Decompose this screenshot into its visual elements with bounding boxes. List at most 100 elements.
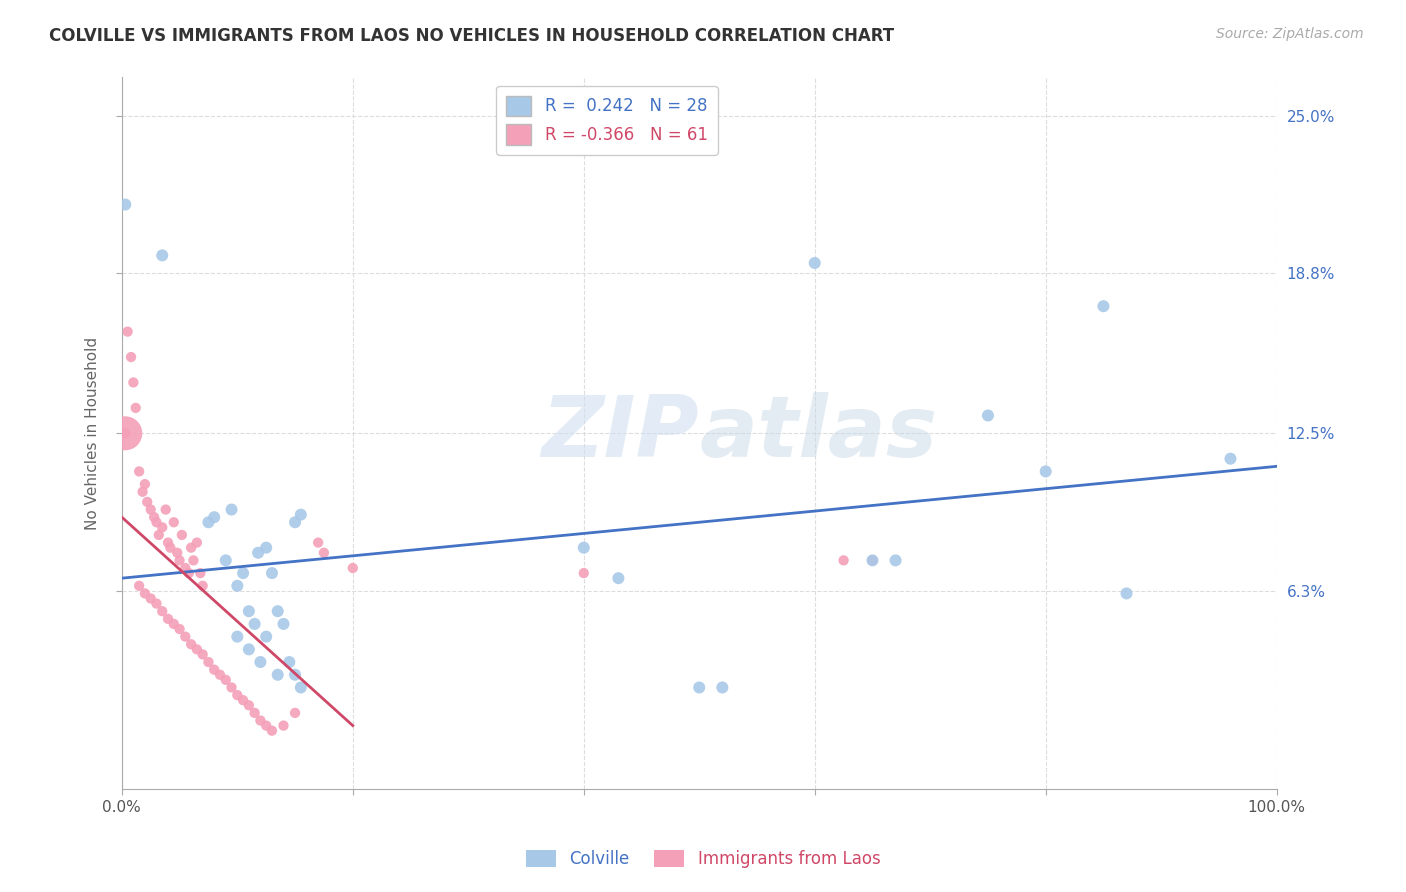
Point bbox=[862, 553, 884, 567]
Point bbox=[226, 579, 249, 593]
Y-axis label: No Vehicles in Household: No Vehicles in Household bbox=[86, 336, 100, 530]
Point bbox=[197, 515, 219, 529]
Point bbox=[186, 535, 208, 549]
Point bbox=[139, 591, 162, 606]
Point bbox=[254, 541, 277, 555]
Point bbox=[232, 693, 254, 707]
Point bbox=[180, 541, 202, 555]
Point bbox=[688, 681, 710, 695]
Point bbox=[170, 528, 193, 542]
Point bbox=[143, 510, 166, 524]
Point bbox=[155, 502, 177, 516]
Point bbox=[238, 642, 260, 657]
Point bbox=[238, 698, 260, 713]
Point bbox=[711, 681, 734, 695]
Text: COLVILLE VS IMMIGRANTS FROM LAOS NO VEHICLES IN HOUSEHOLD CORRELATION CHART: COLVILLE VS IMMIGRANTS FROM LAOS NO VEHI… bbox=[49, 27, 894, 45]
Point bbox=[157, 612, 180, 626]
Point bbox=[1219, 451, 1241, 466]
Point bbox=[284, 706, 307, 720]
Point bbox=[254, 630, 277, 644]
Point bbox=[260, 566, 283, 580]
Point bbox=[122, 376, 145, 390]
Point bbox=[174, 561, 197, 575]
Point bbox=[215, 553, 238, 567]
Point bbox=[1115, 586, 1137, 600]
Point bbox=[157, 535, 180, 549]
Point bbox=[249, 714, 271, 728]
Point bbox=[148, 528, 170, 542]
Point bbox=[136, 495, 159, 509]
Point bbox=[183, 553, 205, 567]
Point bbox=[208, 667, 231, 681]
Point bbox=[163, 515, 186, 529]
Point bbox=[150, 520, 173, 534]
Point bbox=[243, 706, 266, 720]
Point bbox=[249, 655, 271, 669]
Point bbox=[150, 604, 173, 618]
Point bbox=[117, 325, 139, 339]
Point bbox=[284, 515, 307, 529]
Point bbox=[180, 637, 202, 651]
Point bbox=[307, 535, 329, 549]
Point bbox=[312, 546, 335, 560]
Point bbox=[226, 630, 249, 644]
Point bbox=[977, 409, 1000, 423]
Point bbox=[114, 197, 136, 211]
Point bbox=[174, 630, 197, 644]
Point bbox=[221, 681, 243, 695]
Point bbox=[120, 350, 142, 364]
Text: ZIP: ZIP bbox=[541, 392, 699, 475]
Point bbox=[238, 604, 260, 618]
Point bbox=[247, 546, 270, 560]
Point bbox=[290, 681, 312, 695]
Point bbox=[125, 401, 148, 415]
Point bbox=[572, 541, 595, 555]
Point bbox=[169, 553, 191, 567]
Point bbox=[190, 566, 212, 580]
Point bbox=[215, 673, 238, 687]
Point bbox=[191, 648, 214, 662]
Point bbox=[186, 642, 208, 657]
Point bbox=[139, 502, 162, 516]
Point bbox=[572, 566, 595, 580]
Point bbox=[1092, 299, 1115, 313]
Point bbox=[197, 655, 219, 669]
Point bbox=[254, 718, 277, 732]
Point bbox=[166, 546, 188, 560]
Point bbox=[191, 579, 214, 593]
Point bbox=[607, 571, 630, 585]
Point bbox=[832, 553, 855, 567]
Point bbox=[290, 508, 312, 522]
Point bbox=[163, 616, 186, 631]
Point bbox=[267, 604, 290, 618]
Point bbox=[202, 510, 225, 524]
Point bbox=[273, 718, 295, 732]
Point bbox=[221, 502, 243, 516]
Point bbox=[862, 553, 884, 567]
Point bbox=[202, 663, 225, 677]
Point bbox=[243, 616, 266, 631]
Point bbox=[267, 667, 290, 681]
Point bbox=[128, 464, 150, 478]
Point bbox=[134, 477, 156, 491]
Point bbox=[150, 248, 173, 262]
Point bbox=[128, 579, 150, 593]
Point bbox=[226, 688, 249, 702]
Point bbox=[232, 566, 254, 580]
Point bbox=[131, 484, 153, 499]
Text: Source: ZipAtlas.com: Source: ZipAtlas.com bbox=[1216, 27, 1364, 41]
Point bbox=[284, 667, 307, 681]
Point bbox=[803, 256, 825, 270]
Point bbox=[260, 723, 283, 738]
Point bbox=[342, 561, 364, 575]
Point bbox=[884, 553, 907, 567]
Point bbox=[1035, 464, 1057, 478]
Point bbox=[278, 655, 301, 669]
Point bbox=[114, 426, 136, 441]
Point bbox=[273, 616, 295, 631]
Point bbox=[114, 426, 136, 441]
Point bbox=[177, 566, 200, 580]
Point bbox=[145, 515, 167, 529]
Point bbox=[169, 622, 191, 636]
Point bbox=[159, 541, 181, 555]
